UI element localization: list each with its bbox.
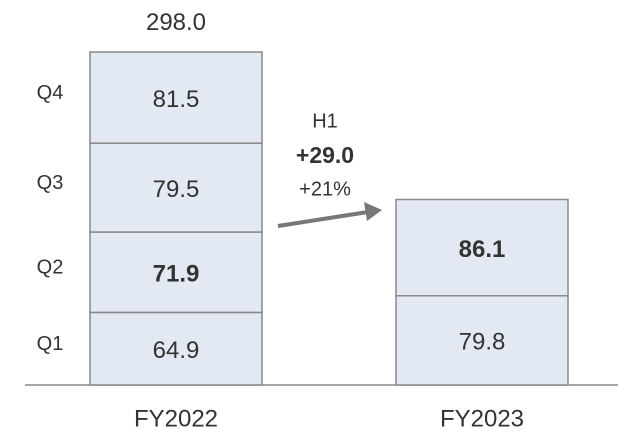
series-label: Q3 (37, 172, 64, 194)
bar-segment (89, 231, 263, 314)
arrow-shaft (277, 210, 369, 228)
value-label: 71.9 (153, 261, 200, 288)
bar-segment (89, 51, 263, 144)
arrow-head (364, 202, 382, 221)
bar-segment (89, 311, 263, 386)
annotation-percent: +21% (299, 178, 351, 200)
series-label: Q1 (37, 333, 64, 355)
x-tick-label: FY2022 (134, 405, 218, 432)
value-label: 64.9 (153, 337, 200, 364)
series-label: Q4 (37, 82, 64, 104)
total-label: 298.0 (146, 9, 206, 36)
value-label: 86.1 (459, 236, 506, 263)
bar-segment (395, 295, 569, 386)
x-tick-label: FY2023 (440, 405, 524, 432)
value-label: 81.5 (153, 86, 200, 113)
annotation-title: H1 (312, 110, 338, 132)
series-label: Q2 (37, 257, 64, 279)
value-label: 79.5 (153, 176, 200, 203)
value-label: 79.8 (459, 329, 506, 356)
annotation-change: +29.0 (296, 142, 354, 168)
bar-segment (395, 198, 569, 297)
